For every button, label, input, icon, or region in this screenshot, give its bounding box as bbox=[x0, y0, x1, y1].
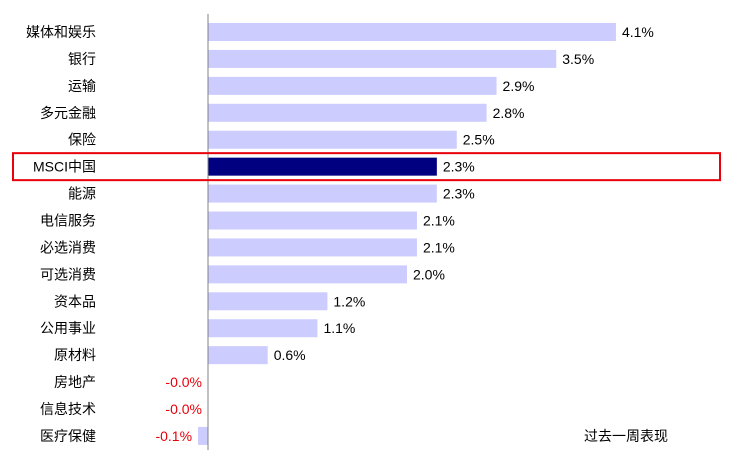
value-label: -0.0% bbox=[165, 374, 202, 390]
category-label: 公用事业 bbox=[40, 320, 96, 336]
category-label: 能源 bbox=[68, 186, 96, 202]
bar-可选消费 bbox=[208, 265, 407, 284]
bar-运输 bbox=[208, 76, 497, 95]
category-label: 多元金融 bbox=[40, 105, 96, 121]
category-label: 保险 bbox=[68, 132, 96, 148]
value-label: 0.6% bbox=[274, 347, 306, 363]
category-label: 银行 bbox=[68, 51, 96, 67]
category-label: 原材料 bbox=[54, 347, 96, 363]
category-label: MSCI中国 bbox=[33, 159, 96, 175]
bar-MSCI中国 bbox=[208, 157, 437, 176]
category-label: 医疗保健 bbox=[40, 428, 96, 444]
value-labels-group: 4.1% 3.5% 2.9% 2.8% 2.5% 2.3% 2.3% 2.1% 2.1% 2.0%… bbox=[155, 24, 653, 444]
value-label: 2.8% bbox=[493, 105, 525, 121]
value-label: 2.3% bbox=[443, 186, 475, 202]
value-label: 2.1% bbox=[423, 239, 455, 255]
bar-能源 bbox=[208, 184, 437, 203]
value-label: -0.0% bbox=[165, 401, 202, 417]
value-label: 4.1% bbox=[622, 24, 654, 40]
bar-必选消费 bbox=[208, 238, 417, 257]
period-annotation: 过去一周表现 bbox=[584, 428, 668, 444]
value-label: 3.5% bbox=[562, 51, 594, 67]
category-label: 可选消费 bbox=[40, 266, 96, 282]
bar-医疗保健 bbox=[198, 426, 208, 445]
bar-媒体和娱乐 bbox=[208, 23, 616, 41]
category-label: 资本品 bbox=[54, 293, 96, 309]
bars-group bbox=[198, 23, 616, 445]
value-label: -0.1% bbox=[155, 428, 192, 444]
bar-电信服务 bbox=[208, 211, 417, 230]
value-label: 2.3% bbox=[443, 159, 475, 175]
category-label: 媒体和娱乐 bbox=[26, 24, 96, 40]
bar-银行 bbox=[208, 49, 557, 68]
value-label: 2.0% bbox=[413, 266, 445, 282]
value-label: 1.2% bbox=[333, 293, 365, 309]
value-label: 2.1% bbox=[423, 213, 455, 229]
category-label: 电信服务 bbox=[40, 213, 96, 229]
highlight-box bbox=[12, 152, 721, 182]
category-label: 运输 bbox=[68, 78, 96, 94]
bar-公用事业 bbox=[208, 319, 318, 338]
category-label: 必选消费 bbox=[40, 239, 96, 255]
bar-资本品 bbox=[208, 292, 328, 311]
category-label: 信息技术 bbox=[40, 401, 96, 417]
category-label: 房地产 bbox=[54, 374, 96, 390]
bar-原材料 bbox=[208, 346, 268, 365]
value-label: 2.5% bbox=[463, 132, 495, 148]
value-label: 1.1% bbox=[323, 320, 355, 336]
bar-多元金融 bbox=[208, 103, 487, 122]
bar-保险 bbox=[208, 130, 457, 149]
value-label: 2.9% bbox=[503, 78, 535, 94]
